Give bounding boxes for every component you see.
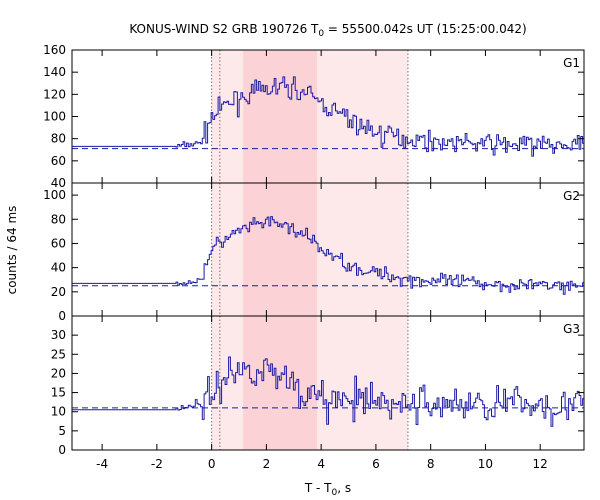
x-tick-label: -2 <box>151 457 163 471</box>
y-tick-label: 5 <box>58 424 66 438</box>
shade-interval-dark <box>243 316 318 450</box>
panel-g2: 0 20 40 60 80 100 G2 <box>43 182 585 323</box>
y-tick-label: 80 <box>51 132 66 146</box>
y-tick-label: 0 <box>58 309 66 323</box>
panel-g3: 0 5 10 15 20 25 30 G3 <box>51 315 585 457</box>
y-tick-label: 60 <box>51 236 66 250</box>
x-tick-label: 12 <box>533 457 548 471</box>
shade-interval-dark <box>243 50 318 183</box>
y-tick-label: 80 <box>51 212 66 226</box>
y-tick-label: 100 <box>43 188 66 202</box>
y-tick-label: 100 <box>43 110 66 124</box>
chart-title: KONUS-WIND S2 GRB 190726 T0 = 55500.042s… <box>129 22 526 39</box>
y-tick-label: 40 <box>51 176 66 190</box>
y-tick-label: 15 <box>51 386 66 400</box>
y-tick-label: 0 <box>58 443 66 457</box>
y-axis-label: counts / 64 ms <box>5 206 19 295</box>
x-tick-label: -4 <box>96 457 108 471</box>
y-tick-label: 30 <box>51 328 66 342</box>
y-tick-label: 25 <box>51 347 66 361</box>
y-tick-label: 40 <box>51 261 66 275</box>
y-tick-label: 10 <box>51 405 66 419</box>
panel-frame <box>71 315 585 451</box>
shade-interval-dark <box>243 183 318 316</box>
x-tick-label: 10 <box>478 457 493 471</box>
x-tick-label: 6 <box>372 457 380 471</box>
y-tick-label: 20 <box>51 285 66 299</box>
panel-label-g1: G1 <box>563 56 580 70</box>
x-tick-label: 8 <box>427 457 435 471</box>
y-tick-label: 60 <box>51 154 66 168</box>
x-tick-label: 2 <box>263 457 271 471</box>
light-curve-g1 <box>72 76 584 157</box>
y-tick-label: 20 <box>51 366 66 380</box>
y-tick-label: 120 <box>43 87 66 101</box>
light-curve-g2 <box>72 216 584 295</box>
y-tick-label: 140 <box>43 65 66 79</box>
panel-label-g3: G3 <box>563 322 580 336</box>
x-tick-label: 0 <box>208 457 216 471</box>
panel-g1: 40 60 80 100 120 140 160 G1 <box>43 43 585 190</box>
y-tick-label: 160 <box>43 43 66 57</box>
x-axis-label: T - T0, s <box>304 481 351 498</box>
panel-label-g2: G2 <box>563 189 580 203</box>
x-tick-label: 4 <box>317 457 325 471</box>
light-curve-g3 <box>72 356 584 427</box>
